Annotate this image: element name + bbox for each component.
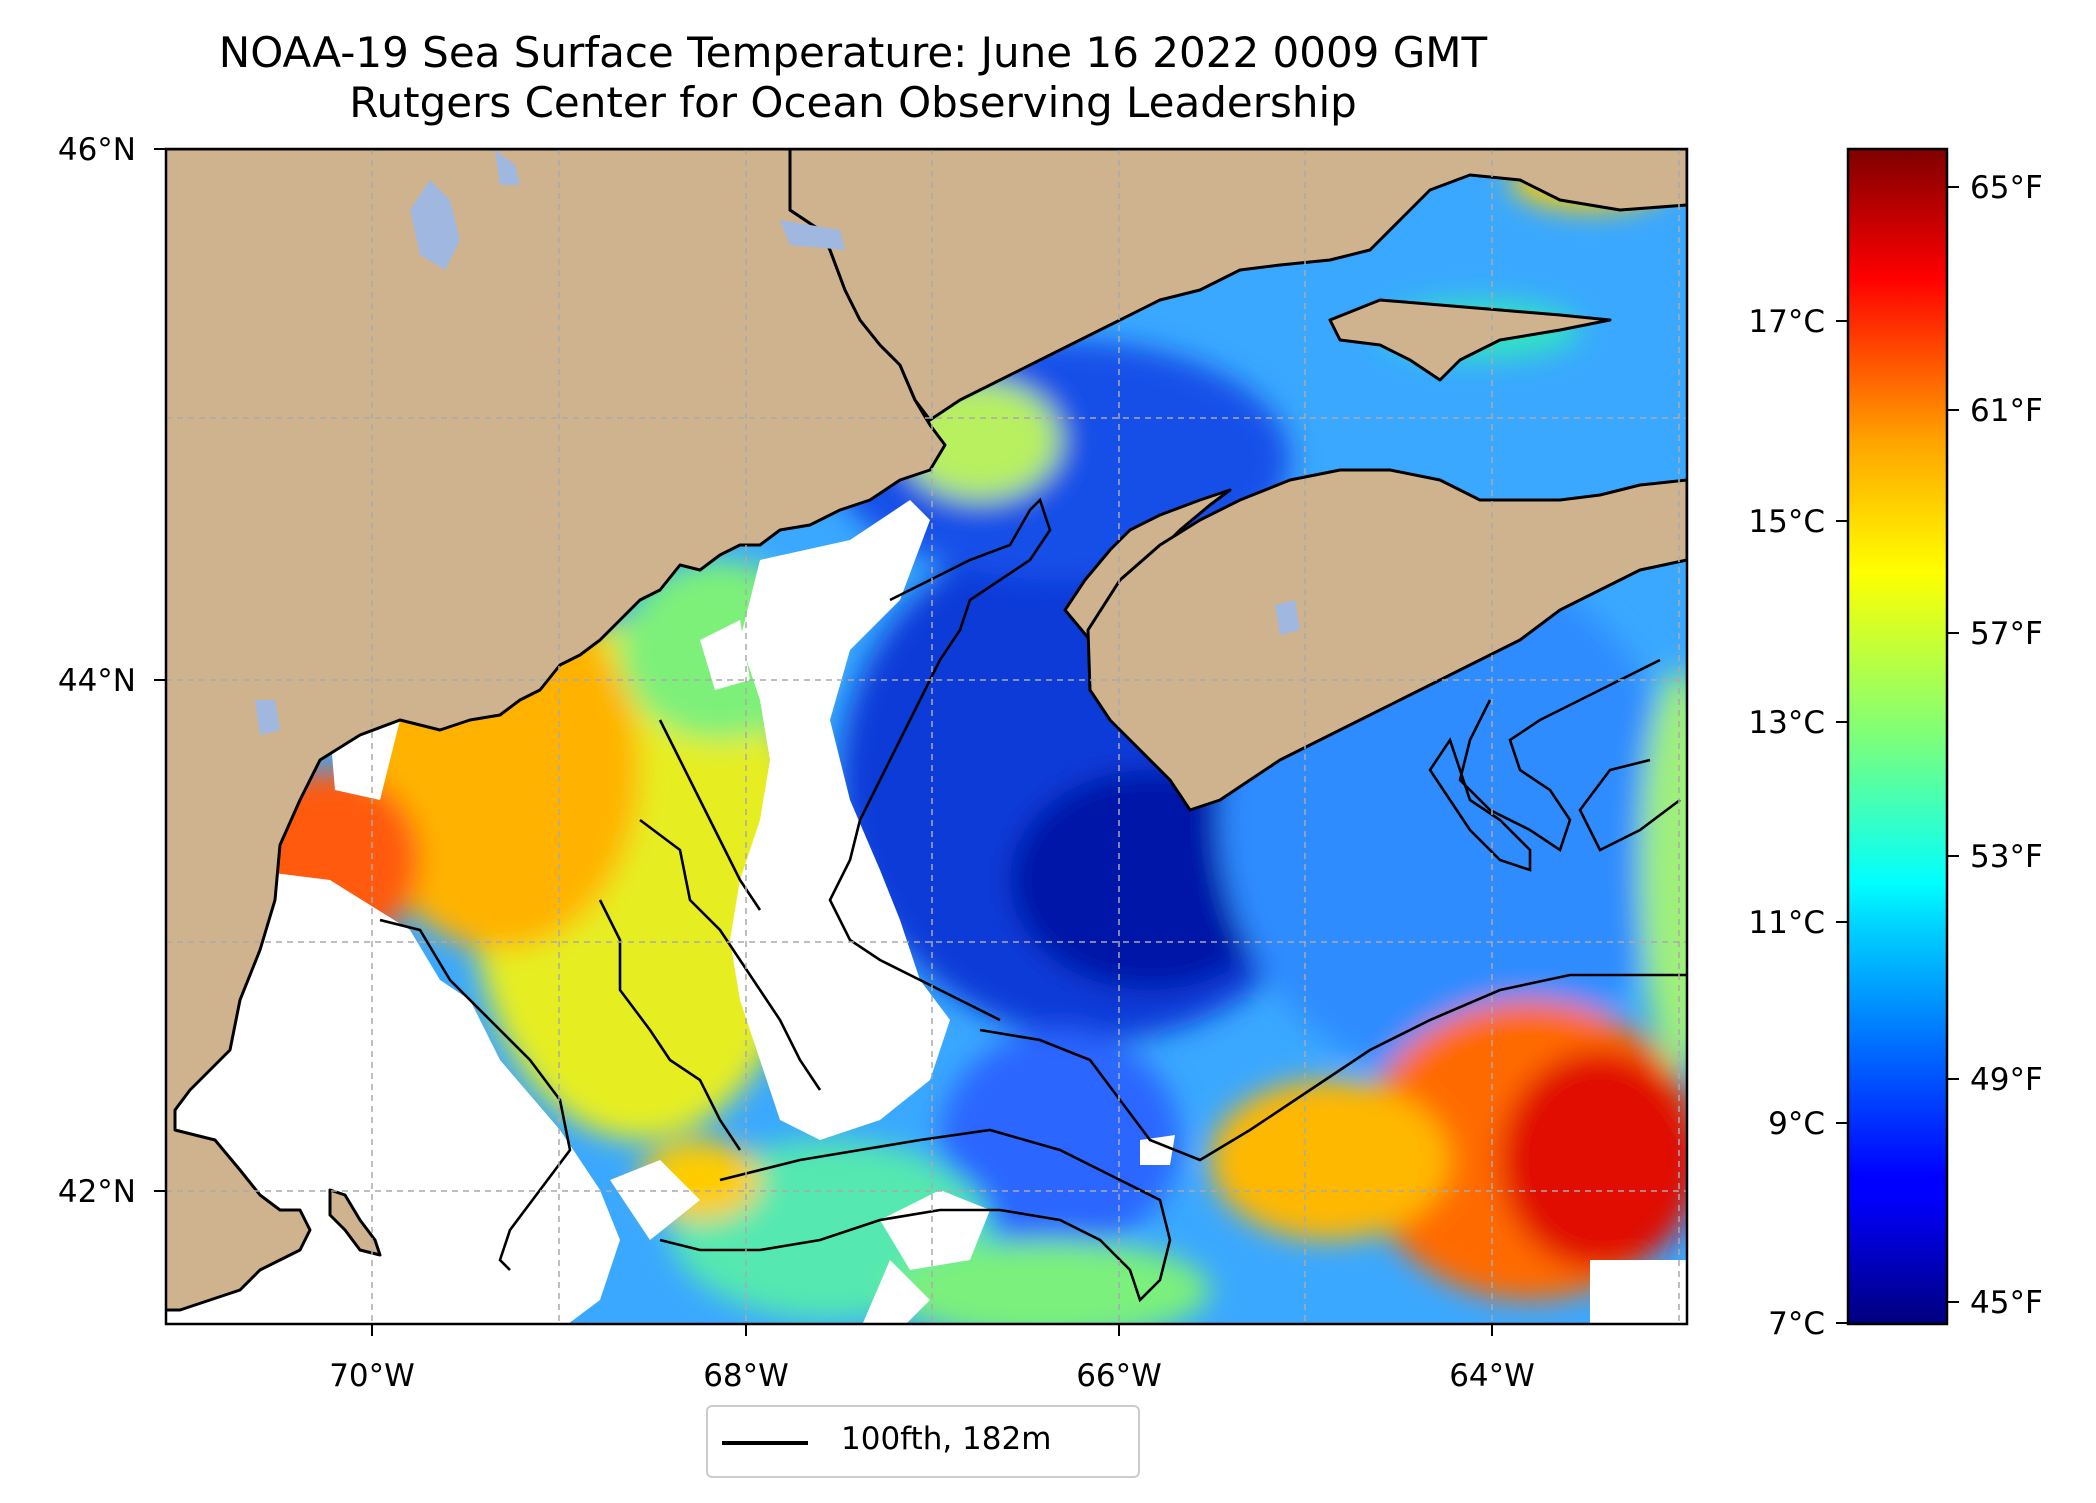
new-brunswick-land [788, 149, 1687, 422]
colorbar: 17°C 15°C 13°C 11°C 9°C 7°C 65°F 61°F 57… [1748, 147, 2043, 1342]
colorbar-label-53f: 53°F [1970, 839, 2043, 875]
axis-labels: 70°W 68°W 66°W 64°W 46°N 44°N 42°N [58, 132, 1535, 1394]
colorbar-label-7c: 7°C [1768, 1306, 1825, 1342]
title-line-1: NOAA-19 Sea Surface Temperature: June 16… [218, 28, 1488, 77]
colorbar-label-49f: 49°F [1970, 1062, 2043, 1098]
lat-tick-label-42n: 42°N [58, 1174, 136, 1210]
lakes [255, 150, 1300, 735]
land [166, 149, 1687, 1312]
colorbar-label-57f: 57°F [1970, 616, 2043, 652]
legend-line-swatch [722, 1441, 808, 1445]
lat-tick-label-44n: 44°N [58, 663, 136, 699]
colorbar-gradient [1846, 147, 1949, 1326]
maine-new-hampshire-land [166, 149, 947, 1312]
cape-cod-land [328, 1188, 382, 1257]
colorbar-label-13c: 13°C [1748, 705, 1825, 741]
plot-area [166, 149, 1687, 1324]
colorbar-label-65f: 65°F [1970, 170, 2043, 206]
plot-frame [164, 147, 1689, 1326]
colorbar-celsius-ticks [1836, 320, 1848, 1324]
gridlines [166, 149, 1687, 1324]
colorbar-label-17c: 17°C [1748, 304, 1825, 340]
title-line-2: Rutgers Center for Ocean Observing Leade… [349, 78, 1357, 127]
lon-tick-label-66w: 66°W [1076, 1358, 1162, 1394]
colorbar-label-61f: 61°F [1970, 393, 2043, 429]
colorbar-label-11c: 11°C [1748, 905, 1825, 941]
nova-scotia-peninsula [1086, 468, 1687, 812]
colorbar-label-15c: 15°C [1748, 504, 1825, 540]
minas-basin-land [1328, 298, 1612, 382]
legend-label: 100fth, 182m [841, 1421, 1052, 1457]
isobath-100fth [379, 497, 1687, 1303]
colorbar-fahrenheit-ticks [1947, 186, 1959, 1303]
map-title: NOAA-19 Sea Surface Temperature: June 16… [160, 28, 1546, 128]
colorbar-label-9c: 9°C [1768, 1106, 1825, 1142]
colorbar-label-45f: 45°F [1970, 1285, 2043, 1321]
lon-tick-label-70w: 70°W [329, 1358, 415, 1394]
lon-tick-label-64w: 64°W [1449, 1358, 1535, 1394]
legend: 100fth, 182m [706, 1405, 1140, 1478]
lon-tick-label-68w: 68°W [703, 1358, 789, 1394]
lat-tick-label-46n: 46°N [58, 132, 136, 168]
axis-ticks [154, 148, 1493, 1336]
